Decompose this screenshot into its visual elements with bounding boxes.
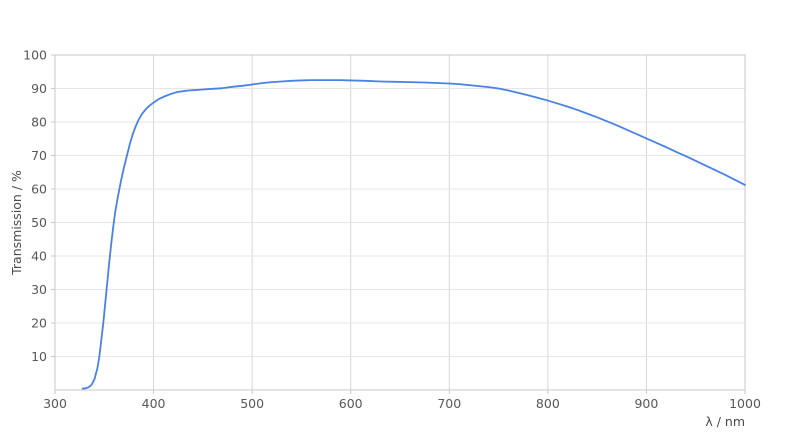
y-tick-label-50: 50 bbox=[31, 215, 47, 230]
y-tick-label-10: 10 bbox=[31, 349, 47, 364]
x-tick-label-900: 900 bbox=[634, 396, 658, 411]
x-tick-label-600: 600 bbox=[339, 396, 363, 411]
x-tick-label-400: 400 bbox=[142, 396, 166, 411]
y-tick-label-80: 80 bbox=[31, 115, 47, 130]
x-tick-label-500: 500 bbox=[240, 396, 264, 411]
x-tick-label-800: 800 bbox=[536, 396, 560, 411]
x-axis-title: λ / nm bbox=[705, 414, 745, 429]
y-tick-label-20: 20 bbox=[31, 316, 47, 331]
y-axis-title: Transmission / % bbox=[9, 170, 24, 276]
y-tick-label-100: 100 bbox=[23, 48, 47, 63]
y-tick-label-60: 60 bbox=[31, 182, 47, 197]
y-tick-label-90: 90 bbox=[31, 81, 47, 96]
y-tick-label-40: 40 bbox=[31, 249, 47, 264]
x-tick-label-700: 700 bbox=[437, 396, 461, 411]
x-tick-label-300: 300 bbox=[43, 396, 67, 411]
y-tick-label-70: 70 bbox=[31, 148, 47, 163]
x-tick-label-1000: 1000 bbox=[729, 396, 761, 411]
y-tick-label-30: 30 bbox=[31, 282, 47, 297]
series-curve-transmission bbox=[81, 79, 746, 390]
